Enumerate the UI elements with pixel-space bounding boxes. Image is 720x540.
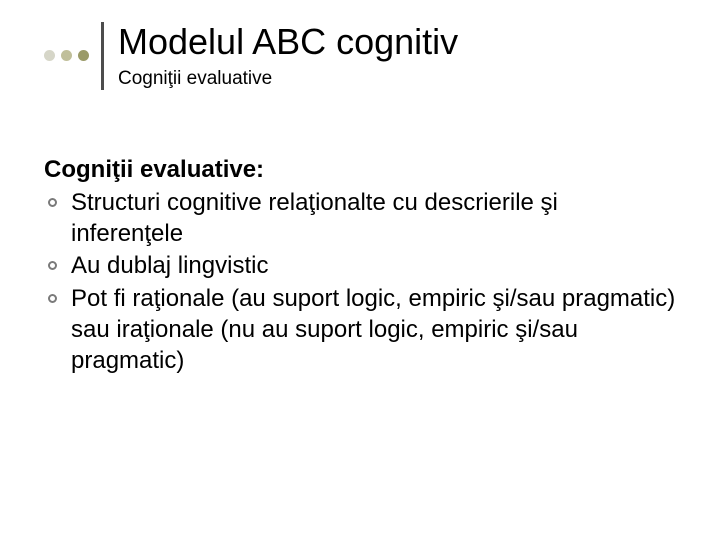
header-divider — [101, 22, 104, 90]
bullet-icon — [48, 198, 57, 207]
slide-title: Modelul ABC cognitiv — [118, 22, 458, 62]
title-block: Modelul ABC cognitiv Cogniţii evaluative — [118, 22, 458, 90]
bullet-text: Au dublaj lingvistic — [71, 251, 676, 282]
list-item: Structuri cognitive relaţionalte cu desc… — [48, 188, 676, 249]
list-item: Pot fi raţionale (au suport logic, empir… — [48, 284, 676, 376]
dot-icon — [78, 50, 89, 61]
bullet-icon — [48, 261, 57, 270]
dot-icon — [61, 50, 72, 61]
slide-subtitle: Cogniţii evaluative — [118, 68, 458, 90]
bullet-text: Structuri cognitive relaţionalte cu desc… — [71, 188, 676, 249]
list-item: Au dublaj lingvistic — [48, 251, 676, 282]
dot-icon — [44, 50, 55, 61]
slide-header: Modelul ABC cognitiv Cogniţii evaluative — [44, 22, 458, 90]
slide-body: Cogniţii evaluative: Structuri cognitive… — [44, 156, 676, 378]
bullet-text: Pot fi raţionale (au suport logic, empir… — [71, 284, 676, 376]
header-dots — [44, 22, 99, 90]
slide: Modelul ABC cognitiv Cogniţii evaluative… — [0, 0, 720, 540]
bullet-list: Structuri cognitive relaţionalte cu desc… — [44, 188, 676, 376]
body-heading: Cogniţii evaluative: — [44, 156, 676, 184]
bullet-icon — [48, 294, 57, 303]
